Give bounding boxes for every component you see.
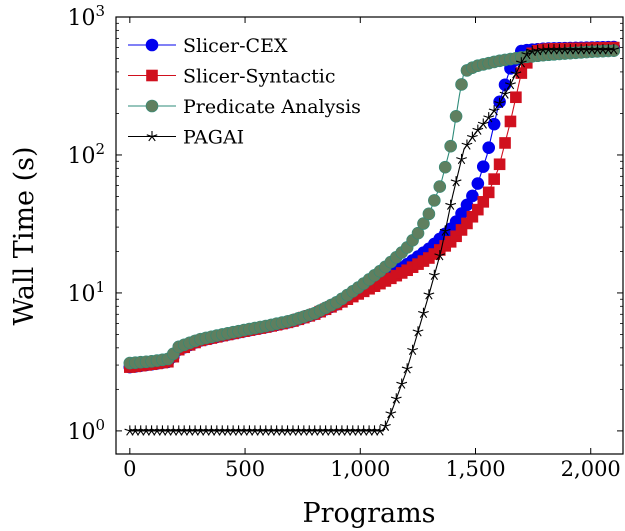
data-point [472, 124, 484, 135]
data-point [515, 57, 527, 68]
data-point [461, 139, 473, 150]
data-point [510, 91, 522, 104]
legend-label: Predicate Analysis [183, 96, 361, 118]
data-point [526, 45, 538, 57]
data-point [494, 97, 505, 109]
data-point [450, 176, 462, 187]
data-point [483, 112, 495, 123]
legend-label: Slicer-Syntactic [183, 66, 336, 88]
legend-label: Slicer-CEX [183, 35, 288, 57]
data-point [433, 180, 447, 193]
series-3 [124, 44, 620, 436]
data-point [445, 199, 457, 210]
data-point [466, 189, 479, 203]
y-axis-label: Wall Time (s) [9, 146, 40, 325]
legend-entry: Slicer-Syntactic [128, 66, 336, 88]
legend-entry: Slicer-CEX [128, 35, 288, 57]
data-point [532, 45, 544, 56]
data-point [407, 344, 418, 355]
data-point [608, 44, 620, 55]
data-point [488, 105, 500, 116]
plot-series [123, 40, 621, 436]
legend-marker [145, 38, 159, 52]
data-point [401, 363, 413, 374]
data-point [390, 393, 402, 404]
data-point [504, 115, 517, 128]
data-point [434, 250, 446, 261]
data-point [418, 307, 429, 318]
x-tick-label: 2,000 [561, 457, 621, 481]
legend-entry: PAGAI [128, 127, 244, 149]
data-point [510, 68, 522, 79]
legend: Slicer-CEX Slicer-Syntactic Predicate Anal… [128, 35, 361, 149]
data-point [499, 137, 511, 149]
plot-frame [115, 16, 624, 455]
data-point [449, 109, 463, 123]
data-point [439, 225, 451, 236]
x-tick-label: 500 [225, 457, 265, 481]
data-point [521, 48, 533, 60]
series-2 [123, 44, 621, 370]
data-point [505, 78, 516, 90]
data-point [471, 177, 485, 190]
data-point [412, 326, 424, 337]
data-point [477, 118, 489, 129]
data-point [423, 289, 435, 300]
data-point [417, 217, 430, 230]
y-tick-label: 103 [67, 2, 105, 31]
series-1 [124, 41, 620, 373]
legend-marker [146, 131, 158, 142]
legend-marker [145, 99, 159, 113]
data-point [455, 78, 468, 91]
data-point [493, 158, 506, 171]
data-point [444, 139, 457, 153]
data-point [499, 88, 511, 99]
series-0 [123, 40, 621, 374]
data-point [411, 226, 425, 240]
x-tick-label: 0 [123, 457, 136, 481]
axes: 0 500 1,000 1,500 2,000 100 101 102 103 [67, 2, 623, 481]
data-point [456, 153, 467, 165]
legend-entry: Predicate Analysis [128, 96, 361, 118]
y-tick-label: 102 [67, 140, 105, 169]
x-tick-label: 1,500 [445, 457, 505, 481]
y-tick-label: 101 [67, 278, 105, 307]
data-point [482, 141, 496, 154]
x-tick-label: 1,000 [330, 457, 390, 481]
data-point [379, 420, 391, 431]
data-point [476, 160, 490, 173]
data-point [438, 160, 452, 174]
data-point [488, 173, 500, 185]
x-axis-label: Programs [302, 498, 435, 529]
data-point [467, 131, 478, 142]
data-point [385, 408, 397, 419]
data-point [428, 194, 441, 207]
y-tick-label: 100 [67, 416, 105, 445]
data-point [396, 378, 408, 389]
data-point [482, 186, 495, 199]
data-point [428, 269, 440, 280]
data-point [422, 207, 436, 221]
legend-label: PAGAI [183, 127, 244, 149]
legend-marker [146, 69, 158, 82]
